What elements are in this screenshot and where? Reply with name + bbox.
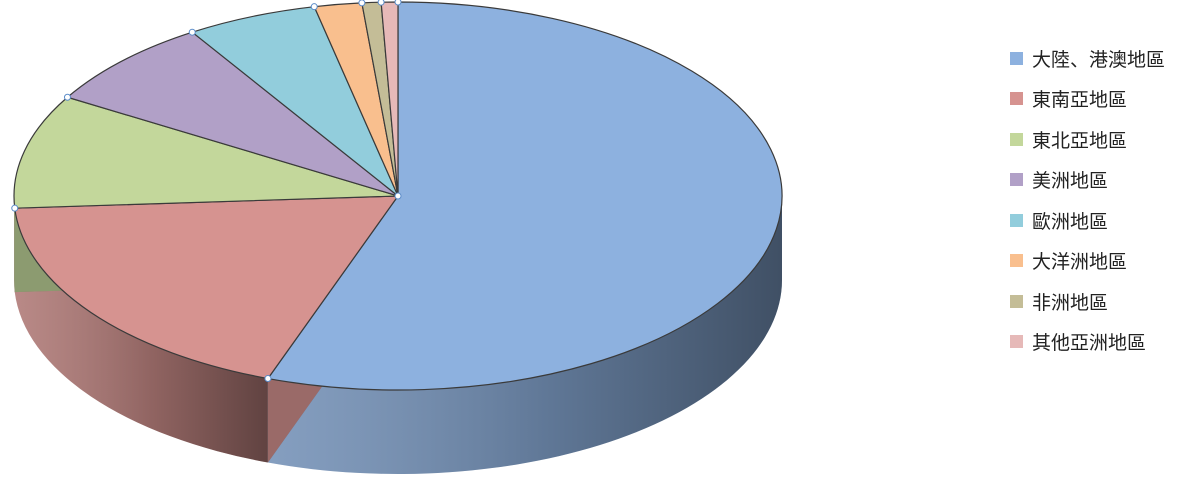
legend-label: 美洲地區 xyxy=(1032,170,1109,193)
legend-item: 歐洲地區 xyxy=(1010,200,1197,241)
legend-item: 大陸、港澳地區 xyxy=(1010,38,1197,79)
legend-item: 非洲地區 xyxy=(1010,281,1197,322)
legend-swatch xyxy=(1010,132,1023,146)
legend-swatch xyxy=(1010,254,1023,268)
slice-handle-2 xyxy=(11,204,19,212)
legend-item: 美洲地區 xyxy=(1010,160,1197,201)
slice-handle-4 xyxy=(188,28,196,36)
legend-item: 東南亞地區 xyxy=(1010,79,1197,120)
slice-handle-6 xyxy=(358,0,366,7)
legend-swatch xyxy=(1010,92,1023,106)
pie-slice-0[interactable] xyxy=(267,1,783,391)
pie-slice-1[interactable] xyxy=(14,195,399,380)
legend-swatch xyxy=(1010,51,1023,65)
legend-label: 大陸、港澳地區 xyxy=(1032,48,1166,71)
legend-label: 其他亞洲地區 xyxy=(1032,332,1147,355)
legend-swatch xyxy=(1010,294,1023,308)
pie-slice-2[interactable] xyxy=(13,96,399,209)
pie-slice-3[interactable] xyxy=(66,31,399,197)
legend-label: 東北亞地區 xyxy=(1032,129,1128,152)
slice-handle-1 xyxy=(264,375,272,383)
legend-swatch xyxy=(1010,335,1023,349)
legend-swatch xyxy=(1010,173,1023,187)
legend-label: 東南亞地區 xyxy=(1032,89,1128,112)
legend-label: 非洲地區 xyxy=(1032,291,1109,314)
pie-side-shade-1-0 xyxy=(14,208,268,463)
legend-item: 東北亞地區 xyxy=(1010,119,1197,160)
pie-side-shade-2-0 xyxy=(14,196,15,293)
slice-handle-7 xyxy=(377,0,385,6)
legend-item: 大洋洲地區 xyxy=(1010,241,1197,282)
legend-item: 其他亞洲地區 xyxy=(1010,322,1197,363)
chart-legend: 大陸、港澳地區 東南亞地區東北亞地區美洲地區歐洲地區大洋洲地區非洲地區其他亞洲地區 xyxy=(1010,38,1197,362)
slice-handle-0 xyxy=(394,0,402,6)
center-handle xyxy=(394,192,402,200)
legend-label: 大洋洲地區 xyxy=(1032,251,1128,274)
pie-side-shade-0-0 xyxy=(267,196,783,475)
slice-handle-3 xyxy=(63,93,71,101)
slice-handle-5 xyxy=(310,3,318,11)
legend-label: 歐洲地區 xyxy=(1032,210,1109,233)
legend-swatch xyxy=(1010,213,1023,227)
